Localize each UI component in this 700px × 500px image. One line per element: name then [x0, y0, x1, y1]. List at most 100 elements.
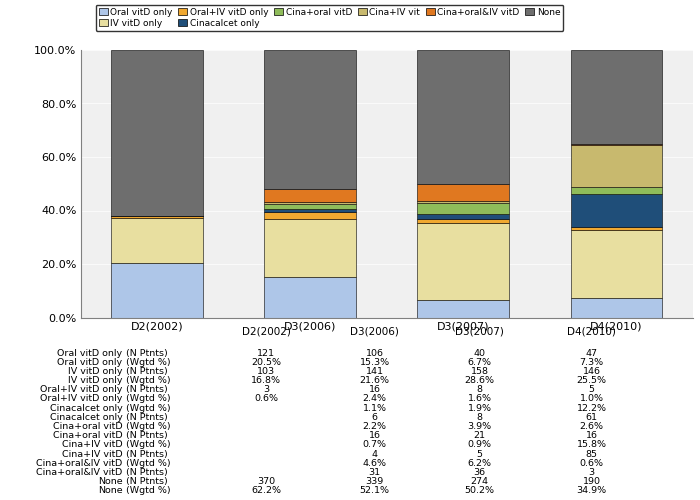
Text: 50.2%: 50.2% — [465, 486, 494, 495]
Text: (N Ptnts): (N Ptnts) — [126, 413, 168, 422]
Text: Cina+IV vitD: Cina+IV vitD — [62, 450, 122, 458]
Text: 6.2%: 6.2% — [468, 458, 491, 468]
Text: (Wgtd %): (Wgtd %) — [126, 376, 171, 385]
Text: D4(2010): D4(2010) — [567, 326, 616, 336]
Text: Oral+IV vitD only: Oral+IV vitD only — [40, 394, 122, 404]
Bar — [265, 219, 356, 276]
Bar — [570, 230, 662, 298]
Text: 15.3%: 15.3% — [359, 358, 390, 366]
Text: Cinacalcet only: Cinacalcet only — [50, 413, 122, 422]
Text: D3(2007): D3(2007) — [455, 326, 504, 336]
Text: Oral+IV vitD only: Oral+IV vitD only — [40, 385, 122, 394]
Bar — [417, 300, 510, 318]
Text: 103: 103 — [257, 367, 275, 376]
Text: Oral vitD only: Oral vitD only — [57, 348, 122, 358]
Text: 339: 339 — [365, 477, 384, 486]
Text: 31: 31 — [368, 468, 381, 477]
Text: 12.2%: 12.2% — [577, 404, 606, 412]
Text: 62.2%: 62.2% — [251, 486, 281, 495]
Text: 25.5%: 25.5% — [577, 376, 606, 385]
Text: 158: 158 — [470, 367, 489, 376]
Text: 16: 16 — [368, 431, 381, 440]
Text: (N Ptnts): (N Ptnts) — [126, 468, 168, 477]
Bar — [417, 201, 510, 203]
Text: 52.1%: 52.1% — [360, 486, 389, 495]
Text: IV vitD only: IV vitD only — [68, 376, 122, 385]
Text: 8: 8 — [477, 385, 482, 394]
Text: 1.0%: 1.0% — [580, 394, 603, 404]
Text: (N Ptnts): (N Ptnts) — [126, 431, 168, 440]
Text: (N Ptnts): (N Ptnts) — [126, 367, 168, 376]
Text: 28.6%: 28.6% — [465, 376, 494, 385]
Bar — [265, 202, 356, 203]
Text: 190: 190 — [582, 477, 601, 486]
Bar — [111, 262, 203, 318]
Text: IV vitD only: IV vitD only — [68, 367, 122, 376]
Bar — [265, 276, 356, 318]
Text: Oral vitD only: Oral vitD only — [57, 358, 122, 366]
Bar — [417, 50, 510, 184]
Text: 2.6%: 2.6% — [580, 422, 603, 431]
Bar — [417, 219, 510, 223]
Text: 0.9%: 0.9% — [468, 440, 491, 450]
Bar — [111, 218, 203, 262]
Bar — [570, 188, 662, 194]
Text: 141: 141 — [365, 367, 384, 376]
Text: Cinacalcet only: Cinacalcet only — [50, 404, 122, 412]
Text: 4: 4 — [372, 450, 377, 458]
Text: (Wgtd %): (Wgtd %) — [126, 422, 171, 431]
Bar — [570, 144, 662, 145]
Bar — [417, 184, 510, 201]
Text: 274: 274 — [470, 477, 489, 486]
Bar — [111, 216, 203, 218]
Text: 40: 40 — [473, 348, 486, 358]
Bar — [570, 298, 662, 318]
Text: 2.2%: 2.2% — [363, 422, 386, 431]
Text: Cina+IV vitD: Cina+IV vitD — [62, 440, 122, 450]
Text: 3.9%: 3.9% — [468, 422, 491, 431]
Text: 16.8%: 16.8% — [251, 376, 281, 385]
Text: 7.3%: 7.3% — [580, 358, 603, 366]
Text: None: None — [98, 477, 122, 486]
Text: 3: 3 — [263, 385, 269, 394]
Text: 3: 3 — [589, 468, 594, 477]
Text: (N Ptnts): (N Ptnts) — [126, 348, 168, 358]
Text: 20.5%: 20.5% — [251, 358, 281, 366]
Text: 85: 85 — [585, 450, 598, 458]
Bar — [417, 214, 510, 219]
Text: Cina+oral&IV vitD: Cina+oral&IV vitD — [36, 468, 122, 477]
Text: (Wgtd %): (Wgtd %) — [126, 458, 171, 468]
Text: 21.6%: 21.6% — [360, 376, 389, 385]
Bar — [265, 204, 356, 210]
Text: 16: 16 — [585, 431, 598, 440]
Text: Cina+oral vitD: Cina+oral vitD — [53, 422, 122, 431]
Bar — [570, 194, 662, 227]
Text: 15.8%: 15.8% — [577, 440, 606, 450]
Text: 0.7%: 0.7% — [363, 440, 386, 450]
Text: (Wgtd %): (Wgtd %) — [126, 394, 171, 404]
Text: 1.9%: 1.9% — [468, 404, 491, 412]
Bar — [265, 190, 356, 202]
Text: None: None — [98, 486, 122, 495]
Text: 370: 370 — [257, 477, 275, 486]
Text: 6.7%: 6.7% — [468, 358, 491, 366]
Text: 36: 36 — [473, 468, 486, 477]
Bar — [111, 50, 203, 216]
Text: (Wgtd %): (Wgtd %) — [126, 404, 171, 412]
Text: (N Ptnts): (N Ptnts) — [126, 450, 168, 458]
Bar — [265, 212, 356, 219]
Text: 146: 146 — [582, 367, 601, 376]
Bar — [570, 227, 662, 230]
Text: 47: 47 — [585, 348, 598, 358]
Text: 1.1%: 1.1% — [363, 404, 386, 412]
Text: (Wgtd %): (Wgtd %) — [126, 358, 171, 366]
Bar — [417, 223, 510, 300]
Text: Cina+oral&IV vitD: Cina+oral&IV vitD — [36, 458, 122, 468]
Text: 6: 6 — [372, 413, 377, 422]
Bar — [265, 50, 356, 190]
Text: (Wgtd %): (Wgtd %) — [126, 486, 171, 495]
Text: D2(2002): D2(2002) — [241, 326, 290, 336]
Text: (N Ptnts): (N Ptnts) — [126, 385, 168, 394]
Bar — [417, 204, 510, 214]
Text: 5: 5 — [589, 385, 594, 394]
